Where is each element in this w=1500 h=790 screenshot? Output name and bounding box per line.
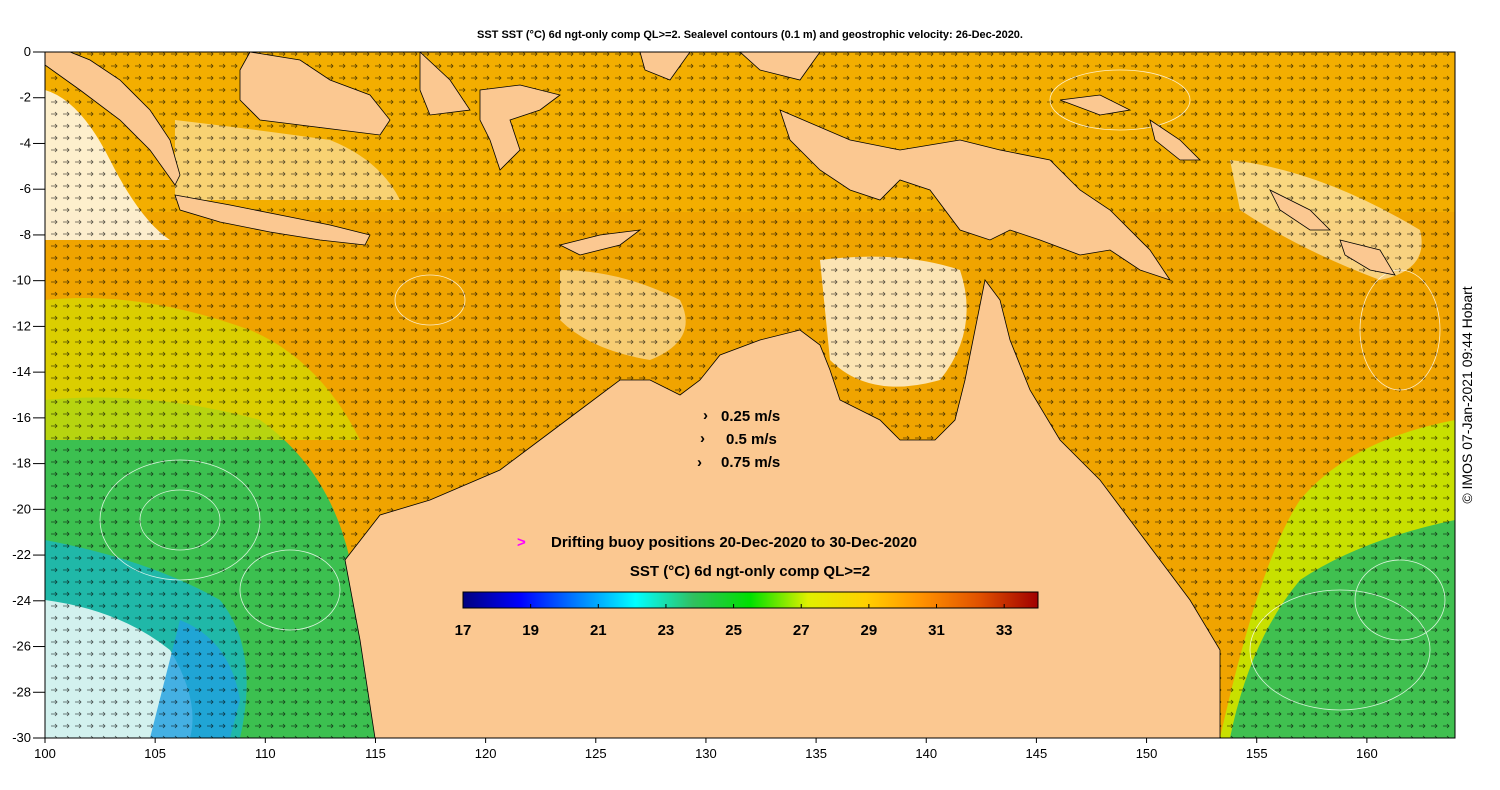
y-tick-label: -12 xyxy=(12,318,31,333)
x-axis: 100 105 110 115 120 125 130 135 140 145 150 155 160 xyxy=(34,738,1378,761)
buoy-legend-label: Drifting buoy positions 20-Dec-2020 to 3… xyxy=(551,534,917,551)
y-tick-label: -6 xyxy=(19,181,31,196)
x-tick-label: 105 xyxy=(144,746,166,761)
x-tick-label: 140 xyxy=(915,746,937,761)
colorbar-tick-label: 21 xyxy=(590,622,607,639)
sulawesi-landmass xyxy=(479,84,561,171)
y-tick-label: -2 xyxy=(19,90,31,105)
colorbar-tick-label: 33 xyxy=(996,622,1013,639)
y-tick-label: -10 xyxy=(12,273,31,288)
velocity-label-075: 0.75 m/s xyxy=(721,454,780,471)
x-tick-label: 130 xyxy=(695,746,717,761)
velocity-label-025: 0.25 m/s xyxy=(721,408,780,425)
y-tick-label: -20 xyxy=(12,501,31,516)
x-tick-label: 125 xyxy=(585,746,607,761)
sumatra-landmass xyxy=(45,52,181,186)
velocity-arrow-050: › xyxy=(700,430,705,447)
new-guinea-landmass xyxy=(779,109,1171,281)
y-tick-label: -24 xyxy=(12,593,31,608)
velocity-label-050: 0.5 m/s xyxy=(726,431,777,448)
velocity-arrow-075: › xyxy=(697,454,702,471)
y-tick-label: -4 xyxy=(19,135,31,150)
y-tick-label: -22 xyxy=(12,547,31,562)
y-tick-label: -8 xyxy=(19,227,31,242)
velocity-legend: › 0.25 m/s › 0.5 m/s › 0.75 m/s xyxy=(697,407,780,471)
colorbar-scale xyxy=(462,591,1039,609)
buoy-marker-icon: > xyxy=(517,534,526,551)
x-tick-label: 100 xyxy=(34,746,56,761)
colorbar: SST (°C) 6d ngt-only comp QL>=2 17 19 21 23… xyxy=(455,563,1039,639)
colorbar-tick-label: 17 xyxy=(455,622,472,639)
y-axis: 0 -2 -4 -6 -8 -10 -12 -14 -16 -18 -20 -22 -24 -26 -28 -… xyxy=(12,44,45,745)
map-frame xyxy=(44,51,1456,739)
sealevel-contours xyxy=(99,69,1446,711)
map-title: SST SST (°C) 6d ngt-only comp QL>=2. Sea… xyxy=(477,29,1023,41)
y-tick-label: -30 xyxy=(12,730,31,745)
x-tick-label: 120 xyxy=(475,746,497,761)
timor-landmass xyxy=(558,229,642,256)
y-tick-label: -18 xyxy=(12,456,31,471)
colorbar-tick-label: 27 xyxy=(793,622,810,639)
y-tick-label: -28 xyxy=(12,684,31,699)
x-tick-label: 150 xyxy=(1136,746,1158,761)
x-tick-label: 145 xyxy=(1026,746,1048,761)
colorbar-tick-label: 29 xyxy=(861,622,878,639)
y-tick-label: -14 xyxy=(12,364,31,379)
colorbar-tick-label: 19 xyxy=(522,622,539,639)
buoy-legend: > Drifting buoy positions 20-Dec-2020 to… xyxy=(517,534,917,551)
map-area xyxy=(45,52,1455,738)
colorbar-title: SST (°C) 6d ngt-only comp QL>=2 xyxy=(630,563,870,580)
colorbar-tick-label: 25 xyxy=(725,622,742,639)
australia-landmass xyxy=(344,279,1221,738)
x-tick-label: 160 xyxy=(1356,746,1378,761)
colorbar-ticks: 17 19 21 23 25 27 29 31 33 xyxy=(455,604,1013,639)
colorbar-tick-label: 23 xyxy=(658,622,675,639)
borneo-landmass xyxy=(239,52,391,136)
x-tick-label: 155 xyxy=(1246,746,1268,761)
y-tick-label: 0 xyxy=(24,44,31,59)
y-tick-label: -16 xyxy=(12,410,31,425)
x-tick-label: 115 xyxy=(365,746,386,761)
x-tick-label: 135 xyxy=(805,746,827,761)
x-tick-label: 110 xyxy=(255,746,276,761)
java-landmass xyxy=(174,194,371,246)
velocity-arrow-025: › xyxy=(703,407,708,424)
y-tick-label: -26 xyxy=(12,639,31,654)
colorbar-tick-label: 31 xyxy=(928,622,945,639)
imos-credit: © IMOS 07-Jan-2021 09:44 Hobart xyxy=(1459,286,1475,504)
